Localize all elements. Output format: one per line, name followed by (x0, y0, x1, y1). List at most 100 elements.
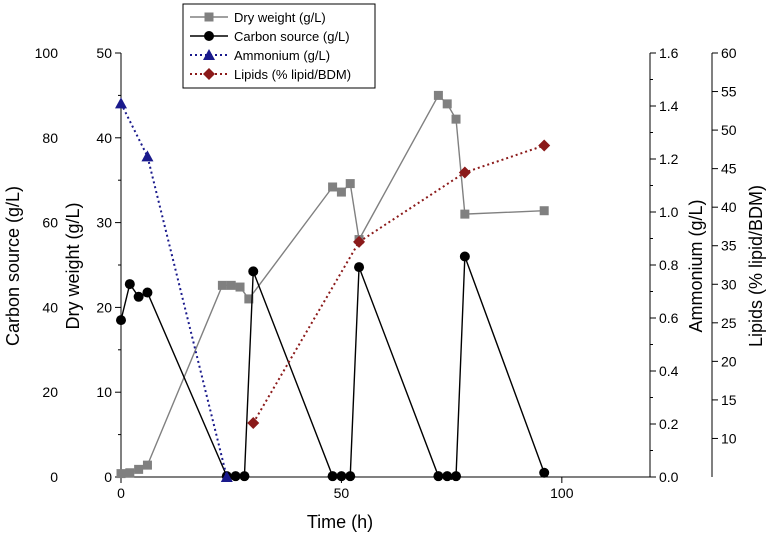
carbon-source-point (248, 266, 259, 277)
lipids-tick-label: 35 (721, 238, 737, 254)
dry-weight-point (433, 90, 443, 100)
legend-marker (203, 49, 215, 60)
lipids-tick-label: 10 (721, 430, 737, 446)
dry-weight-axis-title: Dry weight (g/L) (63, 202, 83, 329)
dry-weight-point (125, 468, 135, 478)
carbon-source-point (354, 262, 365, 273)
dry-weight-series (116, 90, 549, 479)
axes (120, 53, 713, 478)
carbon-source-point (133, 291, 144, 302)
lipids-tick-label: 25 (721, 315, 737, 331)
carbon-source-point (345, 471, 356, 482)
legend-item-carbon-source: Carbon source (g/L) (190, 29, 350, 44)
ammonium-tick-label: 0.8 (659, 257, 679, 273)
legend-marker (204, 31, 214, 41)
dry-weight-point (226, 280, 236, 290)
dry-weight-point (336, 187, 346, 197)
x-tick-label: 50 (334, 485, 350, 501)
ammonium-tick-label: 0.6 (659, 310, 679, 326)
dry-weight-point (451, 114, 461, 124)
ammonium-point (220, 471, 233, 482)
x-tick-label: 0 (117, 485, 125, 501)
carbon-tick-label: 100 (35, 45, 59, 61)
carbon-source-point (230, 471, 241, 482)
legend-item-lipids: Lipids (% lipid/BDM) (190, 67, 351, 82)
ammonium-point (115, 97, 127, 109)
lipids-tick-label: 50 (721, 122, 737, 138)
ammonium-tick-label: 1.0 (659, 204, 679, 220)
dry-weight-tick-label: 20 (96, 299, 112, 315)
dry-weight-point (539, 206, 549, 216)
x-tick-label: 100 (550, 485, 574, 501)
carbon-source-point (327, 471, 338, 482)
legend-label: Dry weight (g/L) (234, 10, 326, 25)
carbon-source-point (451, 471, 462, 482)
carbon-source-point (336, 471, 347, 482)
legend-marker (203, 68, 215, 80)
carbon-source-point (142, 287, 153, 298)
dry-weight-tick-label: 30 (96, 215, 112, 231)
dry-weight-point (217, 280, 227, 290)
x-axis-title: Time (h) (307, 512, 373, 532)
lipids-axis-title: Lipids (% lipid/BDM) (746, 185, 766, 347)
lipids-tick-label: 55 (721, 84, 737, 100)
ammonium-point (141, 150, 154, 162)
lipids-tick-label: 45 (721, 161, 737, 177)
dry-weight-tick-label: 40 (96, 130, 112, 146)
dry-weight-tick-label: 0 (104, 469, 112, 485)
lipids-tick-label: 40 (721, 199, 737, 215)
lipids-point (353, 235, 366, 248)
dry-weight-point (442, 99, 452, 109)
ammonium-axis-title: Ammonium (g/L) (686, 199, 706, 332)
dry-weight-tick-label: 50 (96, 45, 112, 61)
ammonium-tick-label: 0.4 (659, 363, 679, 379)
carbon-tick-label: 40 (42, 299, 58, 315)
ammonium-tick-label: 0.0 (659, 469, 679, 485)
carbon-tick-label: 0 (50, 469, 58, 485)
dry-weight-point (345, 179, 355, 189)
carbon-tick-label: 20 (42, 384, 58, 400)
ammonium-tick-label: 0.2 (659, 416, 679, 432)
carbon-axis-title: Carbon source (g/L) (3, 186, 23, 346)
ammonium-series (115, 97, 233, 482)
dry-weight-point (244, 294, 254, 304)
legend-label: Lipids (% lipid/BDM) (234, 67, 351, 82)
tick-group: 0 50 100 0 20 40 60 80 100 0 10 20 30 40 50 0.0 0.2 0.4 0.… (35, 45, 737, 501)
carbon-source-point (539, 467, 550, 478)
dry-weight-line (120, 94, 545, 475)
dry-weight-point (142, 460, 152, 470)
series-group (115, 90, 551, 482)
carbon-source-point (459, 251, 470, 262)
ammonium-line (120, 102, 228, 478)
legend: Dry weight (g/L) Carbon source (g/L) Ammon… (182, 3, 376, 89)
lipids-tick-label: 60 (721, 45, 737, 61)
ammonium-tick-label: 1.2 (659, 151, 679, 167)
dry-weight-point (235, 282, 245, 292)
legend-item-ammonium: Ammonium (g/L) (190, 48, 330, 63)
ammonium-tick-label: 1.6 (659, 45, 679, 61)
legend-item-dry-weight: Dry weight (g/L) (190, 10, 326, 25)
legend-label: Ammonium (g/L) (234, 48, 330, 63)
lipids-tick-label: 30 (721, 276, 737, 292)
ammonium-tick-label: 1.4 (659, 98, 679, 114)
carbon-source-point (433, 471, 444, 482)
dry-weight-point (116, 469, 126, 479)
lipids-tick-label: 15 (721, 392, 737, 408)
lipids-point (247, 417, 260, 430)
legend-marker (204, 12, 214, 22)
carbon-tick-label: 60 (42, 215, 58, 231)
lipids-line (252, 144, 545, 424)
legend-label: Carbon source (g/L) (234, 29, 350, 44)
lipids-point (538, 139, 551, 152)
dry-weight-point (460, 209, 470, 219)
carbon-source-point (442, 471, 453, 482)
carbon-source-point (239, 471, 250, 482)
carbon-source-line (120, 256, 545, 477)
dry-weight-point (328, 182, 338, 192)
lipids-series (247, 139, 551, 430)
carbon-source-point (124, 279, 135, 290)
dry-weight-point (134, 464, 144, 474)
lipids-tick-label: 20 (721, 353, 737, 369)
lipids-point (458, 166, 471, 179)
